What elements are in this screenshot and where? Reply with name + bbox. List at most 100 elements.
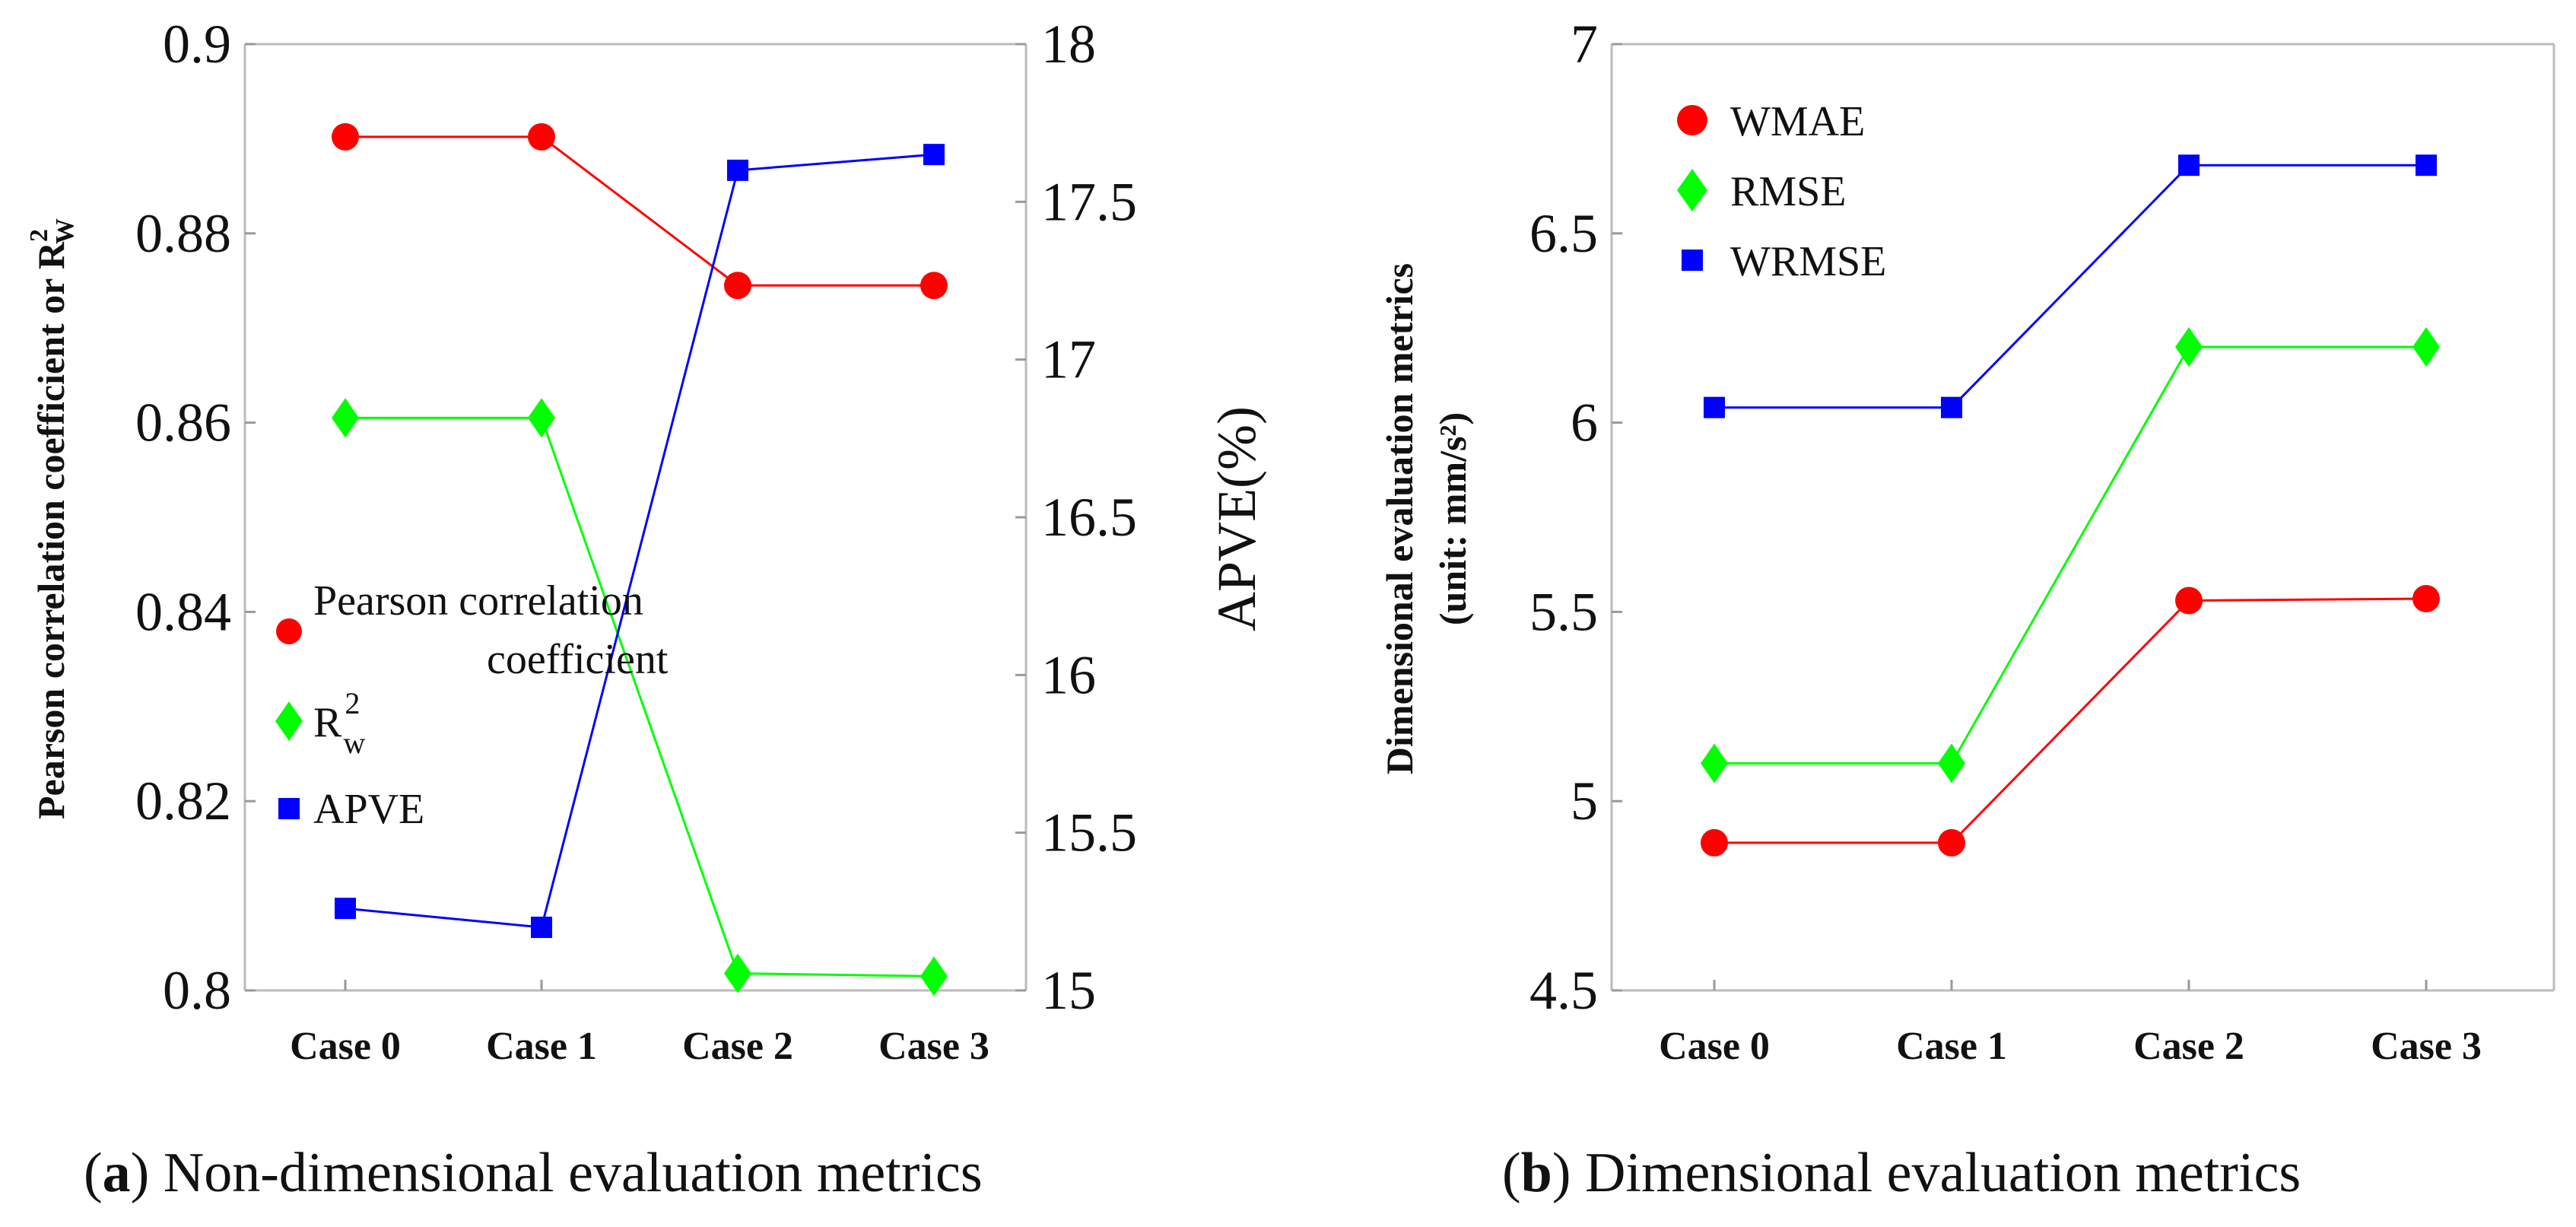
a-y-tick-label: 0.88: [135, 203, 231, 264]
a-y-tick-label: 0.8: [163, 960, 231, 1021]
legend-pearson-marker: [276, 618, 302, 644]
b-point-rmse: [2175, 327, 2203, 367]
b-series-line-rmse: [1714, 345, 2426, 764]
legend-pearson-label-line1: Pearson correlation: [313, 577, 643, 625]
panel-a-y-ticks: 0.8 0.82 0.84 0.86 0.88 0.9: [135, 14, 256, 1021]
a-point-apve: [923, 144, 945, 166]
panel-a-y-label: Pearson correlation coefficient or R2W: [25, 218, 79, 819]
a-y2-tick-label: 17.5: [1041, 171, 1137, 232]
legend-apve-label: APVE: [313, 786, 424, 833]
a-point-pearson-correlation-coefficient: [920, 272, 948, 300]
a-series-line-pearson-correlation-coefficient: [345, 135, 934, 287]
panel-b-legend: WMAE RMSE WRMSE: [1677, 98, 1886, 285]
b-point-wrmse: [1704, 396, 1725, 418]
a-x-tick-label: Case 0: [290, 1025, 401, 1068]
a-point-apve: [531, 917, 552, 939]
panel-b-y-ticks: 4.5 5 5.5 6 6.5 7: [1529, 14, 1622, 1021]
a-y2-tick-label: 16.5: [1041, 487, 1137, 548]
b-y-tick-label: 6: [1571, 393, 1598, 453]
panel-a-y-label-main: Pearson correlation coefficient or R: [30, 241, 72, 819]
legend-rmse-label: RMSE: [1730, 168, 1847, 215]
legend-r2w-marker: [275, 701, 303, 741]
a-point-apve: [727, 159, 748, 181]
panel-a-caption-label: a: [102, 1142, 131, 1204]
legend-r2w-main: R: [313, 699, 342, 746]
a-point-r2w: [724, 953, 751, 993]
b-y-tick-label: 4.5: [1529, 960, 1598, 1021]
a-point-pearson-correlation-coefficient: [724, 272, 751, 300]
b-point-rmse: [1701, 743, 1728, 784]
a-point-r2w: [528, 398, 555, 438]
b-x-tick-label: Case 0: [1659, 1025, 1770, 1068]
b-point-wmae: [1701, 828, 1728, 857]
a-y2-tick-label: 16: [1041, 644, 1096, 705]
a-y2-tick-label: 15: [1041, 960, 1096, 1021]
panel-a-y-label-sub: W: [51, 218, 79, 244]
b-point-wrmse: [2178, 154, 2200, 176]
panel-a-x-ticks: Case 0 Case 1 Case 2 Case 3: [290, 980, 989, 1068]
b-x-tick-label: Case 1: [1896, 1025, 2007, 1068]
b-series-line-wrmse: [1714, 164, 2426, 409]
a-y2-tick-label: 17: [1041, 329, 1096, 390]
legend-rmse-marker: [1677, 169, 1707, 211]
panel-b-caption-text: Dimensional evaluation metrics: [1584, 1142, 2301, 1204]
a-point-pearson-correlation-coefficient: [528, 122, 555, 151]
panel-b-series-lines: [1714, 164, 2427, 844]
a-point-apve: [335, 898, 356, 920]
panel-b-markers: [1701, 154, 2440, 857]
a-y-tick-label: 0.86: [135, 393, 231, 453]
b-point-rmse: [2412, 327, 2440, 367]
panel-a-chart: 0.8 0.82 0.84 0.86 0.88 0.9 15 15.5 16 16.5 17 17.…: [25, 14, 1267, 1068]
a-x-tick-label: Case 2: [682, 1025, 793, 1068]
a-x-tick-label: Case 3: [878, 1025, 989, 1068]
b-x-tick-label: Case 3: [2371, 1025, 2482, 1068]
a-point-r2w: [920, 956, 948, 997]
legend-wmae-label: WMAE: [1730, 98, 1865, 145]
legend-r2w-sup: 2: [345, 686, 360, 720]
b-x-tick-label: Case 2: [2133, 1025, 2244, 1068]
a-point-pearson-correlation-coefficient: [332, 122, 359, 151]
a-y2-tick-label: 15.5: [1041, 803, 1137, 863]
a-series-line-r2w: [345, 416, 935, 977]
b-point-wrmse: [2416, 154, 2437, 176]
b-point-wmae: [2412, 584, 2440, 612]
b-point-rmse: [1938, 743, 1965, 784]
b-y-tick-label: 7: [1571, 14, 1598, 75]
panel-b-y-label-line2: (unit: mm/s²): [1431, 412, 1474, 625]
panel-a-series-lines: [345, 135, 935, 977]
b-series-line-wmae: [1714, 597, 2427, 844]
panel-a-caption-text: Non-dimensional evaluation metrics: [163, 1142, 983, 1204]
b-point-wrmse: [1941, 396, 1962, 418]
b-y-tick-label: 5.5: [1529, 581, 1598, 642]
panel-a-markers: [332, 122, 948, 997]
a-x-tick-label: Case 1: [486, 1025, 597, 1068]
panel-b-y-label-line1: Dimensional evaluation metrics: [1378, 263, 1421, 774]
a-series-line-apve: [345, 153, 935, 929]
panel-b-caption-label: b: [1520, 1142, 1552, 1204]
panel-a-y2-ticks: 15 15.5 16 16.5 17 17.5 18: [1015, 14, 1137, 1021]
panel-b-chart: 4.5 5 5.5 6 6.5 7 Case 0 Case 1 Case 2 Case 3 Di…: [1378, 14, 2555, 1068]
panel-b-x-ticks: Case 0 Case 1 Case 2 Case 3: [1659, 980, 2482, 1068]
legend-wmae-marker: [1677, 105, 1707, 135]
legend-wrmse-label: WRMSE: [1730, 238, 1886, 285]
panel-a-y2-label: APVE(%): [1206, 406, 1267, 631]
a-y-tick-label: 0.82: [135, 771, 231, 831]
b-y-tick-label: 5: [1571, 771, 1598, 831]
legend-pearson-label-line2: coefficient: [487, 636, 669, 683]
panel-b-caption: (b) Dimensional evaluation metrics: [1502, 1142, 2301, 1204]
panel-a-caption: (a) Non-dimensional evaluation metrics: [84, 1142, 983, 1204]
b-point-wmae: [2175, 586, 2203, 615]
a-point-r2w: [332, 398, 359, 438]
b-y-tick-label: 6.5: [1529, 203, 1598, 264]
a-y-tick-label: 0.9: [163, 14, 231, 75]
legend-apve-marker: [278, 798, 300, 819]
panel-a-y-label-sup: 2: [25, 229, 53, 242]
legend-r2w-sub: w: [343, 726, 365, 760]
legend-wrmse-marker: [1682, 250, 1703, 271]
a-y-tick-label: 0.84: [135, 581, 231, 642]
b-point-wmae: [1938, 828, 1965, 857]
a-y2-tick-label: 18: [1041, 14, 1096, 75]
